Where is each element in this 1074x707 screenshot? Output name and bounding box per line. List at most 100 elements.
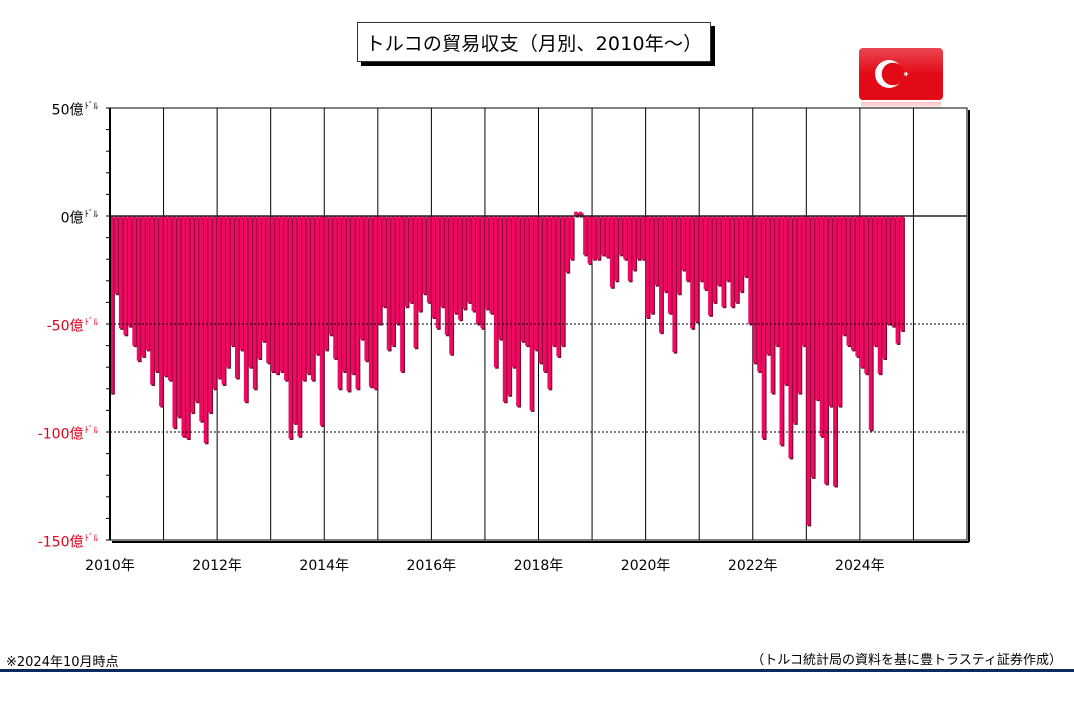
bar	[895, 216, 900, 344]
bar	[667, 216, 672, 314]
bar	[511, 216, 516, 368]
bar	[297, 216, 302, 437]
bar	[797, 216, 802, 394]
bar	[333, 216, 337, 359]
bar	[217, 216, 221, 378]
bar	[587, 216, 592, 264]
bar	[426, 216, 431, 303]
bar	[293, 216, 297, 424]
bar	[507, 216, 511, 396]
bar	[172, 216, 177, 428]
bar	[699, 216, 703, 281]
bar	[395, 216, 400, 324]
y-tick-label: -50億ﾄﾞﾙ	[0, 315, 98, 336]
x-tick-label: 2014年	[299, 558, 350, 574]
bar	[833, 216, 837, 486]
x-tick-label: 2010年	[85, 558, 135, 574]
bar	[600, 216, 605, 255]
bar	[815, 216, 819, 400]
bar	[114, 216, 119, 294]
bar	[417, 216, 422, 312]
bar	[368, 216, 373, 387]
bar	[288, 216, 293, 439]
bar	[315, 216, 319, 355]
bar	[618, 216, 623, 255]
turkey-flag-icon	[859, 48, 943, 110]
bar	[248, 216, 253, 368]
bar	[551, 216, 556, 346]
bar	[525, 216, 529, 346]
bar	[900, 216, 904, 331]
bar	[123, 216, 128, 335]
bar	[163, 216, 168, 376]
bar	[355, 216, 360, 389]
bar	[828, 216, 833, 407]
bar	[159, 216, 163, 407]
bar	[761, 216, 766, 439]
bar	[717, 216, 721, 286]
bar	[779, 216, 784, 445]
bar	[792, 216, 797, 424]
y-tick-value: -150億	[37, 534, 84, 551]
bar	[132, 216, 136, 346]
bar	[596, 216, 601, 260]
bar	[859, 216, 864, 368]
x-tick-label: 2018年	[513, 558, 564, 574]
bar	[663, 216, 668, 292]
bar	[819, 216, 824, 437]
bar	[221, 216, 226, 385]
bar	[440, 216, 444, 307]
bar	[351, 216, 355, 374]
bar	[243, 216, 248, 402]
bar	[775, 216, 779, 346]
bar	[431, 216, 436, 318]
bar	[801, 216, 806, 346]
bar	[578, 211, 583, 216]
bar	[864, 216, 868, 374]
bar	[672, 216, 677, 353]
y-tick-unit: ﾄﾞﾙ	[84, 102, 98, 112]
bar	[534, 216, 538, 350]
bar	[444, 216, 449, 335]
bar	[324, 216, 328, 350]
bar	[181, 216, 186, 437]
bar	[681, 216, 685, 270]
bar	[141, 216, 145, 357]
bar	[788, 216, 793, 458]
bar	[400, 216, 404, 372]
y-tick-label: 50億ﾄﾞﾙ	[0, 99, 98, 120]
bar	[476, 216, 480, 324]
y-tick-unit: ﾄﾞﾙ	[84, 426, 98, 436]
bar	[467, 216, 471, 303]
bar	[891, 216, 895, 327]
bar	[627, 216, 632, 281]
bar	[886, 216, 891, 324]
bar	[516, 216, 520, 407]
bar	[493, 216, 498, 368]
bar	[502, 216, 507, 402]
bar	[234, 216, 239, 378]
bar	[185, 216, 190, 439]
bar	[306, 216, 311, 374]
bar	[583, 216, 587, 255]
bar	[538, 216, 543, 363]
bar	[752, 216, 757, 363]
bar	[877, 216, 882, 374]
bar	[386, 216, 391, 350]
bar	[382, 216, 386, 307]
bar	[110, 216, 114, 394]
bar	[690, 216, 694, 329]
bar	[520, 216, 525, 342]
y-tick-value: 0億	[60, 210, 84, 227]
bar	[127, 216, 132, 327]
bar	[703, 216, 708, 290]
bar	[319, 216, 324, 426]
bar	[846, 216, 851, 346]
bar	[770, 216, 775, 394]
bar	[734, 216, 739, 303]
bar	[377, 216, 382, 324]
bar	[449, 216, 453, 355]
bar	[636, 216, 641, 260]
x-tick-label: 2016年	[406, 558, 457, 574]
bar	[261, 216, 266, 342]
